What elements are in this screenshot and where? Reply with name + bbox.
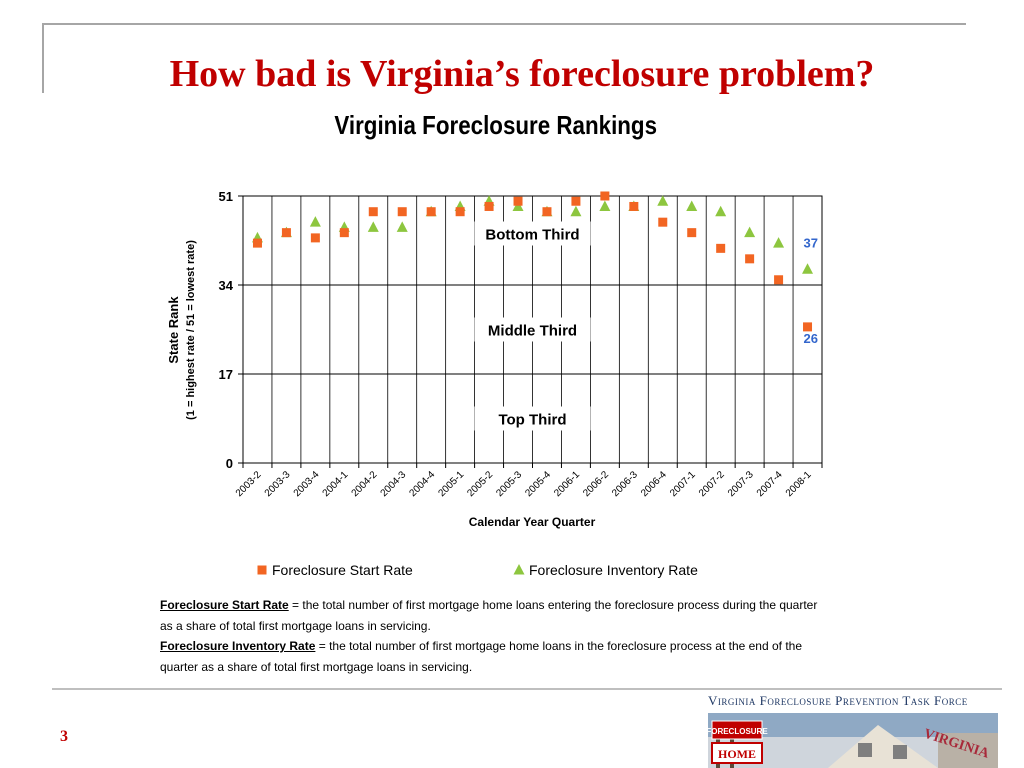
y-tick-label: 34 [219,278,234,293]
x-tick-label: 2006-4 [639,469,669,499]
x-tick-label: 2003-4 [292,469,322,499]
x-tick-label: 2005-1 [436,469,466,499]
start-rate-point [281,228,291,238]
inventory-rate-point [715,205,727,217]
inventory-rate-point [599,200,611,211]
left-rule [42,23,44,93]
foreclosure-rankings-chart: Bottom Third Middle Third Top Third 0 17 34 5… [166,189,823,578]
start-rate-point [629,201,639,211]
top-rule [42,23,966,25]
inventory-rate-point [686,200,698,211]
x-tick-label: 2004-2 [350,469,380,499]
zone-label: Middle Third [488,323,577,340]
inventory-end-label: 37 [804,235,818,250]
y-tick-label: 51 [219,189,233,204]
legend-inventory-label: Foreclosure Inventory Rate [529,562,698,578]
inventory-rate-point [396,221,408,232]
x-tick-label: 2007-2 [697,469,727,499]
start-rate-point [513,196,523,206]
start-rate-point [716,243,726,253]
inventory-rate-point [367,221,379,232]
start-rate-point [397,207,407,217]
legend-start-label: Foreclosure Start Rate [272,562,413,578]
start-rate-point [658,217,668,227]
x-tick-label: 2003-2 [234,469,264,499]
x-tick-label: 2007-1 [668,469,698,499]
legend-start-swatch [257,565,267,575]
x-tick-label: 2006-2 [581,469,611,499]
start-rate-point [774,275,784,285]
start-rate-point [803,322,813,332]
x-tick-label: 2003-3 [263,469,293,499]
inventory-rate-point [570,205,582,217]
legend-inventory-swatch [513,564,525,575]
slide-title: How bad is Virginia’s foreclosure proble… [169,53,875,95]
zone-label: Bottom Third [485,227,579,244]
home-sign-text: HOME [718,747,756,761]
inventory-rate-point [802,263,814,274]
task-force-name: Virginia Foreclosure Prevention Task For… [708,693,968,708]
x-tick-label: 2004-3 [379,469,409,499]
bottom-rule [52,688,1002,690]
start-rate-point [600,191,610,201]
foreclosure-sign-image: VIRGINIA FORECLOSURE HOME [708,713,998,768]
start-rate-point [455,207,465,217]
inventory-rate-term: Foreclosure Inventory Rate [160,639,316,653]
page-number: 3 [60,728,68,745]
start-rate-point [542,207,552,217]
zone-label-bg [474,221,591,246]
y-axis-title: State Rank [166,296,181,364]
y-axis-subtitle: (1 = highest rate / 51 = lowest rate) [185,240,197,420]
x-tick-label: 2004-1 [321,469,351,499]
x-tick-label: 2006-1 [552,469,582,499]
start-rate-term: Foreclosure Start Rate [160,598,289,612]
zone-label-bg [474,317,591,342]
zone-label: Top Third [498,412,566,429]
zone-label-bg [474,406,591,431]
y-tick-label: 0 [226,456,233,471]
x-axis-title: Calendar Year Quarter [469,515,596,529]
x-tick-label: 2005-2 [465,469,495,499]
x-tick-label: 2007-3 [726,469,756,499]
inventory-rate-point [657,195,669,206]
x-tick-label: 2007-4 [755,469,785,499]
inventory-rate-point [744,226,756,238]
foreclosure-sign-text: FORECLOSURE [708,727,768,736]
x-tick-label: 2005-4 [523,469,553,499]
start-end-label: 26 [804,331,818,346]
y-tick-label: 17 [219,367,233,382]
start-rate-definition: = the total number of first mortgage hom… [160,598,818,633]
inventory-rate-definition: = the total number of first mortgage hom… [160,639,802,674]
start-rate-point [571,196,581,206]
inventory-rate-point [309,216,321,227]
inventory-rate-point [773,237,785,248]
start-rate-point [687,228,697,238]
task-force-header: Virginia Foreclosure Prevention Task For… [708,693,998,713]
definitions-block: Foreclosure Start Rate = the total numbe… [160,595,830,677]
x-tick-label: 2008-1 [784,469,814,499]
start-rate-point [339,228,349,238]
chart-title: Virginia Foreclosure Rankings [334,110,658,140]
start-rate-point [484,201,494,211]
start-rate-point [745,254,755,264]
x-tick-label: 2006-3 [610,469,640,499]
start-rate-point [310,233,320,243]
x-tick-label: 2005-3 [494,469,524,499]
x-tick-label: 2004-4 [407,469,437,499]
start-rate-point [368,207,378,217]
start-rate-point [252,238,262,248]
start-rate-point [426,207,436,217]
